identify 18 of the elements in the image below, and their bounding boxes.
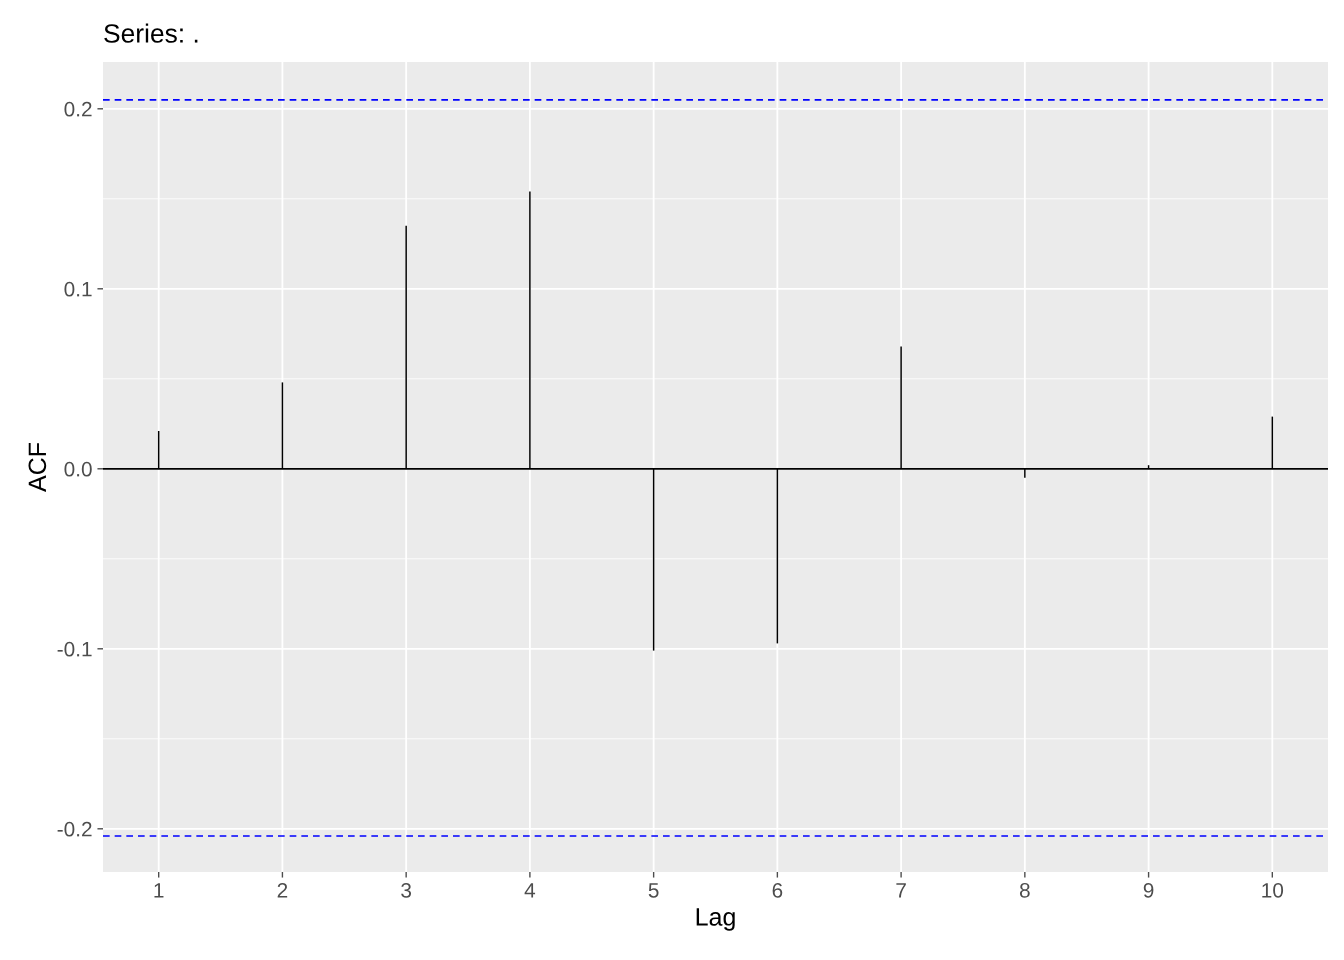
x-tick-label: 7 <box>896 883 906 898</box>
x-tick-label: 9 <box>1143 882 1154 898</box>
x-tick-label: 10 <box>1262 882 1284 898</box>
x-axis-title: Lag <box>696 908 735 931</box>
x-tick-label: 4 <box>524 883 536 898</box>
x-tick-label: 5 <box>648 883 659 898</box>
x-tick-label: 3 <box>401 882 412 898</box>
x-tick-label: 1 <box>154 883 164 898</box>
y-tick-label: 0.1 <box>64 281 92 297</box>
x-tick-label: 6 <box>772 882 783 898</box>
y-axis-title: ACF <box>28 443 47 492</box>
y-tick-label: -0.1 <box>57 641 92 657</box>
x-tick-label: 2 <box>277 882 288 898</box>
chart-title: Series: . <box>104 23 198 43</box>
x-tick-label: 8 <box>1019 882 1030 898</box>
y-tick-label: -0.2 <box>57 821 92 837</box>
y-tick-label: 0.2 <box>64 101 92 117</box>
y-tick-label: 0.0 <box>64 461 92 477</box>
